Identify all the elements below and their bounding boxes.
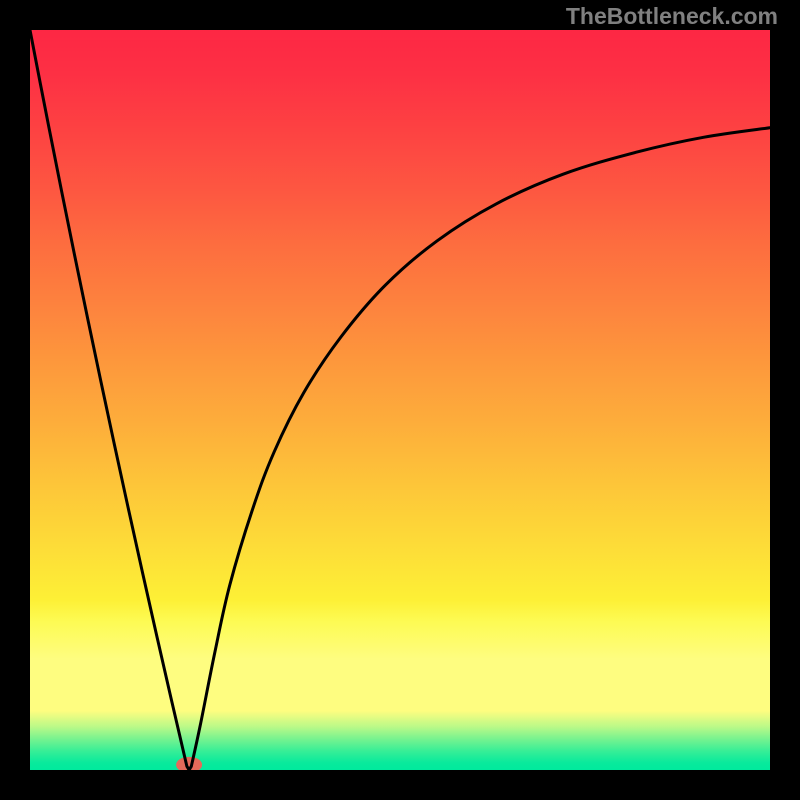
plot-svg bbox=[30, 30, 770, 770]
attribution-label: TheBottleneck.com bbox=[566, 3, 778, 30]
gradient-background bbox=[30, 30, 770, 770]
frame-border-left bbox=[0, 0, 30, 800]
frame-border-bottom bbox=[0, 770, 800, 800]
chart-container: TheBottleneck.com bbox=[0, 0, 800, 800]
frame-border-right bbox=[770, 0, 800, 800]
plot-area bbox=[30, 30, 770, 770]
